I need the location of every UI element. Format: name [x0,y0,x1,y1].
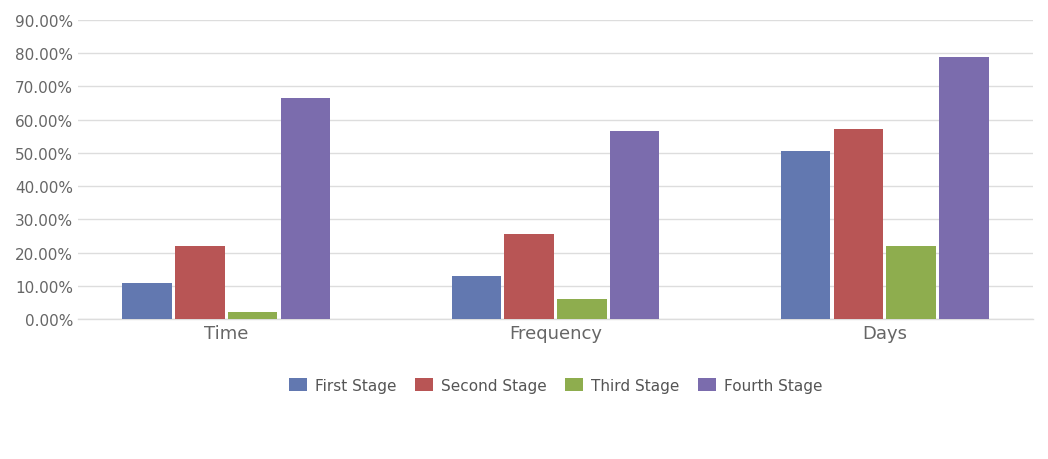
Bar [887,246,936,319]
Legend: First Stage, Second Stage, Third Stage, Fourth Stage: First Stage, Second Stage, Third Stage, … [283,372,828,399]
Bar [452,276,501,319]
Bar [281,99,330,319]
Bar [610,132,659,319]
Bar [834,130,883,319]
Bar [504,235,553,319]
Bar [939,57,988,319]
Bar [123,283,172,319]
Bar [227,313,278,319]
Bar [558,300,607,319]
Bar [175,246,224,319]
Bar [781,152,830,319]
